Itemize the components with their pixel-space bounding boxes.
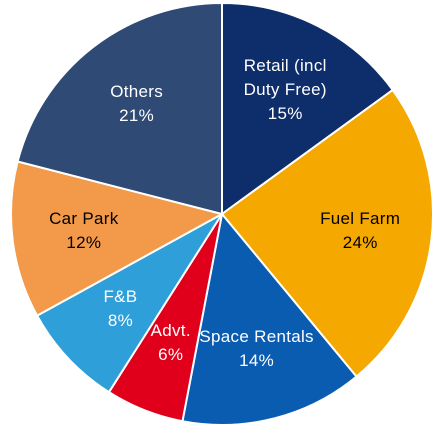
- value-label: 8%: [107, 311, 134, 331]
- value-label: 12%: [66, 233, 102, 253]
- slice-label: Car Park 12%: [24, 207, 144, 255]
- pie-slice: [221, 1, 395, 216]
- slice-label: Retail (incl Duty Free) 15%: [235, 54, 335, 126]
- slice-label: Fuel Farm 24%: [300, 207, 420, 255]
- pie-slice: [181, 211, 358, 426]
- category-label: Retail (incl Duty Free): [243, 55, 327, 99]
- category-label: Space Rentals: [199, 326, 314, 346]
- slice-label: Space Rentals 14%: [197, 325, 317, 373]
- pie-slice: [220, 88, 434, 378]
- slice-label: Others 21%: [77, 80, 197, 128]
- category-label: Advt.: [150, 321, 191, 341]
- category-label: F&B: [103, 287, 138, 307]
- pie-slice: [16, 1, 223, 216]
- category-label: Fuel Farm: [320, 209, 401, 229]
- category-label: Car Park: [49, 209, 119, 229]
- value-label: 6%: [158, 345, 184, 365]
- pie-slice: [10, 160, 225, 318]
- category-label: Others: [110, 81, 164, 101]
- value-label: 24%: [342, 233, 378, 253]
- pie-slice: [35, 213, 223, 394]
- value-label: 15%: [267, 103, 303, 123]
- value-label: 21%: [119, 105, 155, 125]
- value-label: 14%: [239, 350, 275, 370]
- slice-label: F&B 8%: [60, 285, 180, 333]
- slice-label: Advt. 6%: [111, 319, 231, 367]
